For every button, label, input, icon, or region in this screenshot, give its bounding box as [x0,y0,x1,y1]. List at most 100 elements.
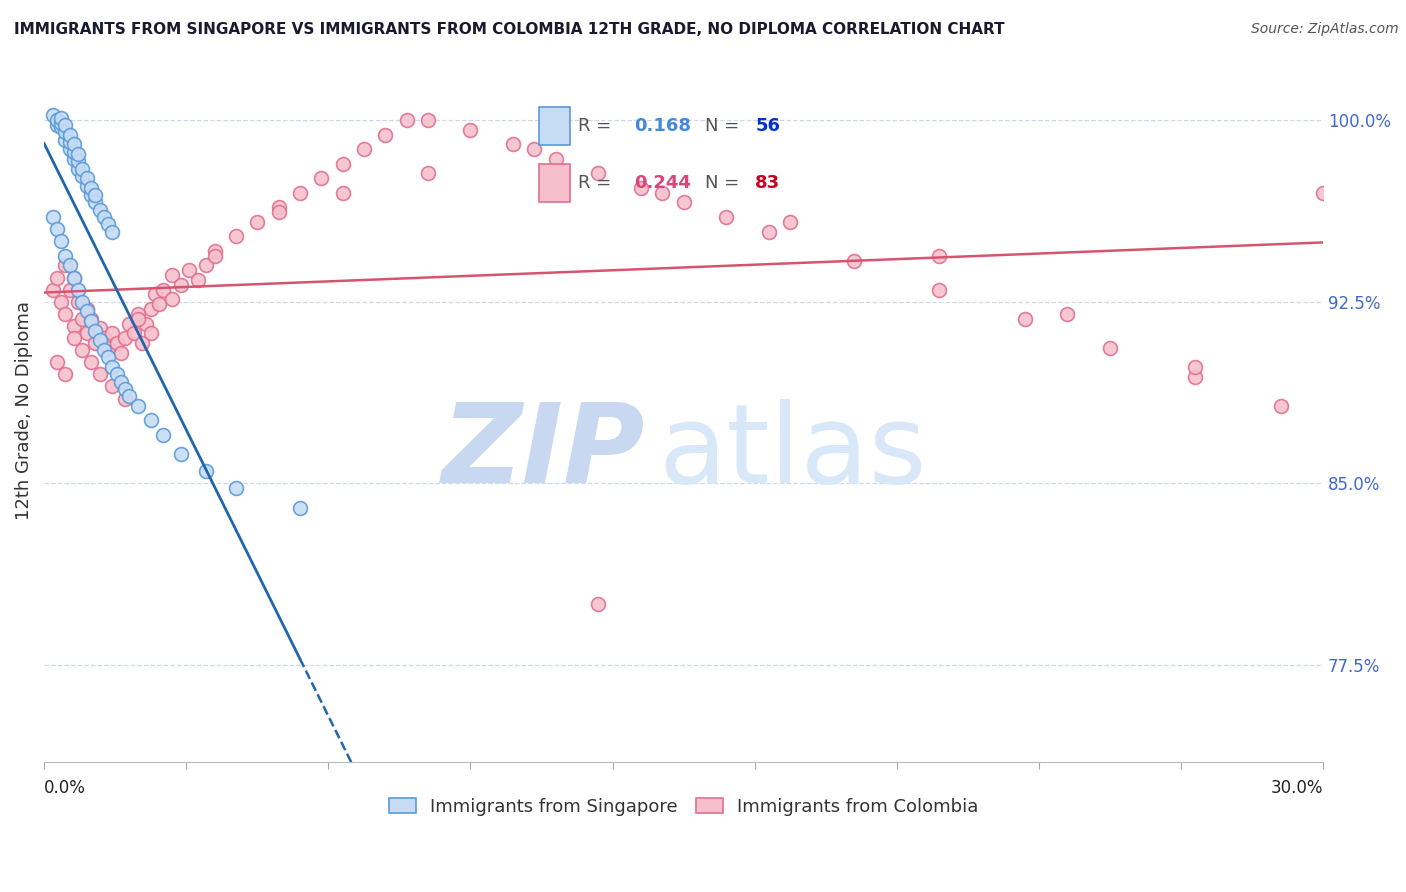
Point [544,152,567,166]
Point [332,186,354,200]
Point [114,392,136,406]
Point [51,111,73,125]
Point [80,181,103,195]
Point [353,142,375,156]
Point [67,294,90,309]
Point [59,135,82,149]
Point [67,154,90,169]
Point [118,389,141,403]
Point [928,249,950,263]
Text: 30.0%: 30.0% [1271,779,1323,797]
Point [114,382,136,396]
Point [288,500,311,515]
Point [716,210,738,224]
Point [195,259,218,273]
Point [374,128,396,142]
Point [72,169,94,183]
Text: 0.0%: 0.0% [44,779,86,797]
Point [76,304,98,318]
Point [41,283,63,297]
Point [160,293,183,307]
Point [143,287,166,301]
Point [588,166,610,180]
Point [332,157,354,171]
Point [127,311,149,326]
Point [72,294,94,309]
Point [63,145,86,159]
Point [76,171,98,186]
Point [1184,369,1206,384]
Point [523,142,546,156]
Point [110,345,132,359]
Point [288,186,311,200]
Point [118,317,141,331]
Point [588,598,610,612]
Point [63,137,86,152]
Point [55,125,77,139]
Point [758,225,780,239]
Point [89,368,111,382]
Point [1098,341,1121,355]
Point [63,318,86,333]
Point [148,297,170,311]
Point [84,324,107,338]
Point [160,268,183,282]
Point [844,253,866,268]
Point [127,399,149,413]
Text: IMMIGRANTS FROM SINGAPORE VS IMMIGRANTS FROM COLOMBIA 12TH GRADE, NO DIPLOMA COR: IMMIGRANTS FROM SINGAPORE VS IMMIGRANTS … [14,22,1005,37]
Point [59,128,82,142]
Point [139,326,162,341]
Point [187,273,209,287]
Point [267,200,290,214]
Point [45,113,67,128]
Point [651,186,673,200]
Point [139,301,162,316]
Point [51,294,73,309]
Point [416,113,439,128]
Point [105,335,128,350]
Point [59,283,82,297]
Point [395,113,418,128]
Point [110,375,132,389]
Point [267,205,290,219]
Text: atlas: atlas [658,400,927,507]
Point [195,464,218,478]
Point [55,118,77,132]
Point [101,379,124,393]
Point [131,335,153,350]
Point [41,108,63,122]
Point [460,123,482,137]
Point [84,195,107,210]
Legend: Immigrants from Singapore, Immigrants from Colombia: Immigrants from Singapore, Immigrants fr… [388,798,979,816]
Point [97,341,120,355]
Point [89,202,111,217]
Point [135,317,157,331]
Point [101,360,124,375]
Point [63,270,86,285]
Point [55,249,77,263]
Point [105,368,128,382]
Point [72,343,94,358]
Y-axis label: 12th Grade, No Diploma: 12th Grade, No Diploma [15,301,32,520]
Point [63,331,86,345]
Point [169,277,191,292]
Point [122,326,145,341]
Text: Source: ZipAtlas.com: Source: ZipAtlas.com [1251,22,1399,37]
Point [45,270,67,285]
Point [45,355,67,369]
Point [1014,311,1036,326]
Point [45,222,67,236]
Point [97,351,120,365]
Point [672,195,695,210]
Point [1056,307,1078,321]
Point [67,147,90,161]
Point [51,115,73,129]
Point [204,244,226,258]
Text: ZIP: ZIP [441,400,645,507]
Point [1184,360,1206,375]
Point [51,234,73,248]
Point [928,283,950,297]
Point [89,334,111,348]
Point [55,259,77,273]
Point [93,331,115,345]
